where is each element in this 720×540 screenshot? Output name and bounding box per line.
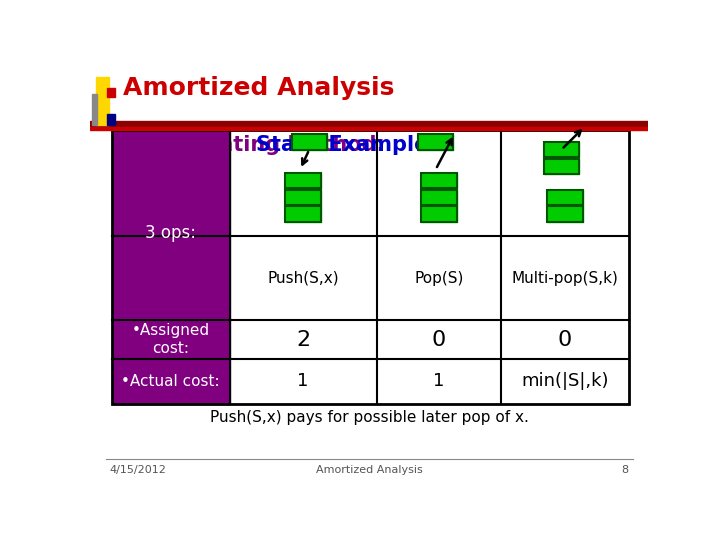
Bar — [96, 77, 109, 125]
Text: Amortized Analysis: Amortized Analysis — [315, 465, 423, 475]
Bar — [112, 130, 230, 403]
Text: 8: 8 — [621, 465, 629, 475]
Bar — [292, 134, 327, 150]
Bar — [547, 190, 582, 205]
Bar — [421, 206, 456, 222]
Bar — [285, 173, 321, 188]
Bar — [92, 94, 97, 125]
Bar — [292, 134, 327, 150]
Bar — [547, 190, 582, 205]
Text: Stack Example: Stack Example — [256, 135, 428, 155]
Text: Pop(S): Pop(S) — [414, 271, 464, 286]
Bar — [547, 206, 582, 222]
Bar — [544, 159, 580, 174]
Text: min(|S|,k): min(|S|,k) — [521, 372, 608, 390]
Text: Push(S,x) pays for possible later pop of x.: Push(S,x) pays for possible later pop of… — [210, 410, 528, 425]
Text: Multi-pop(S,k): Multi-pop(S,k) — [511, 271, 618, 286]
Bar — [285, 190, 321, 205]
Text: •Assigned
cost:: •Assigned cost: — [132, 323, 210, 356]
Text: Push(S,x): Push(S,x) — [267, 271, 339, 286]
Bar — [112, 130, 629, 403]
Text: Accounting Method:: Accounting Method: — [141, 135, 392, 155]
Bar — [285, 173, 321, 188]
Text: •Actual cost:: •Actual cost: — [121, 374, 220, 389]
Text: 0: 0 — [557, 330, 572, 350]
Bar — [544, 142, 580, 157]
Text: 2: 2 — [296, 330, 310, 350]
Bar — [544, 159, 580, 174]
Bar — [421, 206, 456, 222]
Text: 3 ops:: 3 ops: — [145, 224, 196, 242]
Bar — [285, 206, 321, 222]
Text: Amortized Analysis: Amortized Analysis — [122, 76, 394, 100]
Text: 1: 1 — [433, 372, 444, 390]
Bar — [418, 134, 454, 150]
Bar — [421, 190, 456, 205]
Bar — [421, 190, 456, 205]
Bar — [421, 173, 456, 188]
Text: 0: 0 — [431, 330, 446, 350]
Text: 1: 1 — [297, 372, 309, 390]
Bar — [90, 127, 648, 130]
Bar — [544, 142, 580, 157]
Bar — [90, 121, 648, 126]
Bar — [547, 206, 582, 222]
Bar — [421, 173, 456, 188]
Bar — [285, 206, 321, 222]
Bar — [107, 114, 114, 125]
Text: .....: ..... — [113, 135, 153, 155]
Text: 4/15/2012: 4/15/2012 — [109, 465, 166, 475]
Bar — [285, 190, 321, 205]
Bar — [107, 88, 114, 97]
Bar — [418, 134, 454, 150]
